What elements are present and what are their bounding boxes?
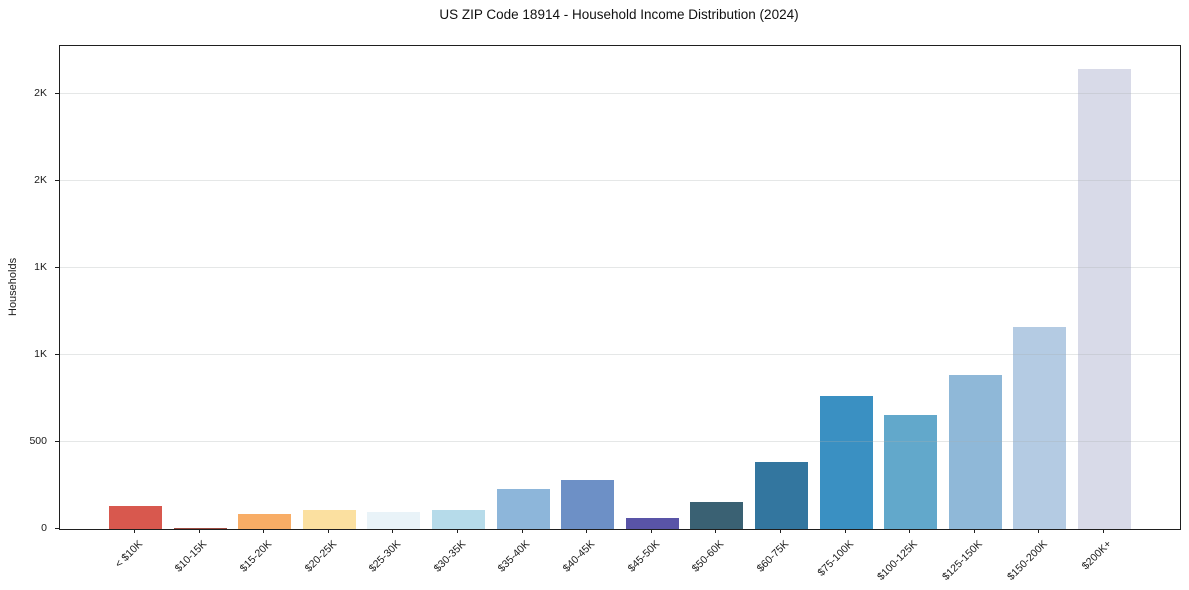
bar-$10-15K [173,527,227,529]
y-tick-mark [55,353,59,355]
bar-$200K+ [1077,68,1131,529]
x-tick-mark [650,529,652,533]
y-tick-mark [55,92,59,94]
y-tick-label: 2K [34,174,47,186]
x-axis-ticks: < $10K $10-15K $15-20K $20-25K $25-30K $30-35… [0,529,1189,590]
x-tick-label: $25-30K [366,538,404,575]
x-tick-mark [392,529,394,533]
x-tick-mark [327,529,329,533]
x-tick-mark [263,529,265,533]
x-tick-label: $100-125K [875,538,921,583]
x-tick-label: $40-45K [560,538,598,575]
bars-container [60,46,1180,529]
y-tick-label: 1K [34,348,47,360]
bar-$35-40K [496,489,550,529]
y-tick-mark [55,527,59,529]
x-tick-mark [521,529,523,533]
plot-area [59,45,1181,530]
bar-$45-50K [625,518,679,529]
x-tick-mark [586,529,588,533]
bar-< $10K [109,505,162,529]
x-tick-label: $45-50K [625,538,662,575]
bar-$100-125K [884,414,938,529]
x-tick-mark [198,529,200,533]
bar-$50-60K [690,502,744,529]
y-tick-label: 2K [34,87,47,99]
bar-$15-20K [238,514,292,529]
bar-$125-150K [948,374,1002,529]
y-tick-label: 500 [29,435,47,447]
bar-$60-75K [754,462,808,529]
x-tick-mark [909,529,911,533]
x-tick-label: $125-150K [939,538,985,583]
bar-$75-100K [819,395,873,529]
x-tick-mark [1038,529,1040,533]
y-tick-mark [55,266,59,268]
x-tick-mark [457,529,458,533]
x-tick-label: $150-200K [1004,538,1050,583]
x-tick-label: $75-100K [814,538,856,579]
x-tick-label: < $10K [112,538,145,571]
x-tick-mark [1103,529,1104,533]
x-tick-label: $10-15K [173,538,210,575]
x-tick-label: $20-25K [302,538,339,575]
x-tick-label: $30-35K [431,538,468,575]
x-tick-label: $200K+ [1079,538,1114,573]
x-tick-mark [715,529,717,533]
bar-$25-30K [367,512,421,529]
y-tick-label: 1K [34,261,47,273]
x-tick-mark [134,529,135,533]
y-axis-ticks: 0 500 1K 1K 2K 2K [0,45,59,534]
x-tick-mark [844,529,846,533]
bar-$20-25K [302,510,356,529]
bar-$30-35K [431,509,485,529]
y-tick-mark [55,179,59,181]
x-tick-mark [780,529,781,533]
bar-$40-45K [561,479,615,529]
chart-title: US ZIP Code 18914 - Household Income Dis… [439,7,799,22]
y-tick-mark [55,440,59,442]
x-tick-label: $35-40K [496,538,533,575]
x-tick-label: $15-20K [237,538,275,575]
x-tick-label: $60-75K [754,538,791,575]
y-tick-label: 0 [41,522,47,534]
x-tick-mark [973,529,975,533]
x-tick-label: $50-60K [689,538,727,575]
bar-$150-200K [1013,327,1067,529]
